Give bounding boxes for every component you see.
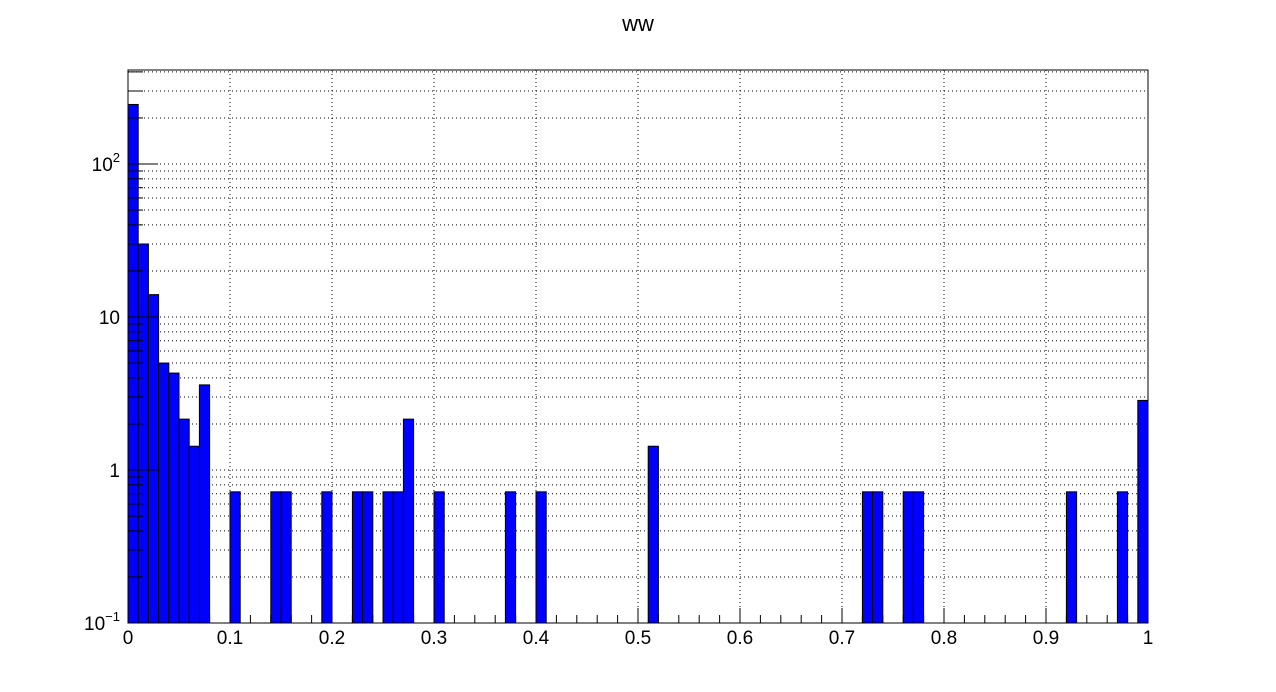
histogram-bar xyxy=(872,491,884,624)
x-tick-label: 0.8 xyxy=(931,628,957,649)
histogram-bars xyxy=(127,103,1149,624)
histogram-bar xyxy=(504,491,517,624)
histogram-bar xyxy=(280,491,292,624)
x-tick-labels: 0 0.1 0.2 0.3 0.4 0.5 0.6 0.7 0.8 0.9 1 xyxy=(123,628,1154,649)
y-tick-label: 1 xyxy=(109,461,120,482)
x-tick-label: 0.9 xyxy=(1033,628,1059,649)
histogram-bar xyxy=(351,491,364,624)
grid-lines xyxy=(128,70,1148,623)
histogram-bar xyxy=(647,445,659,624)
histogram-bar xyxy=(912,491,925,624)
histogram-bar xyxy=(1116,491,1129,624)
histogram-bar xyxy=(382,491,394,624)
histogram-bar xyxy=(229,491,241,624)
histogram-bar xyxy=(198,384,211,624)
histogram-bar xyxy=(137,243,149,624)
histogram-bar xyxy=(1065,491,1078,624)
histogram-bar xyxy=(270,491,282,624)
x-tick-label: 0 xyxy=(123,628,134,649)
x-tick-label: 0.7 xyxy=(829,628,855,649)
histogram-bar xyxy=(362,491,374,624)
x-tick-label: 0.1 xyxy=(217,628,243,649)
histogram-bar xyxy=(147,294,160,624)
histogram-bar xyxy=(535,491,547,624)
y-tick-label: 102 xyxy=(92,150,120,176)
x-tick-label: 1 xyxy=(1143,628,1154,649)
x-tick-label: 0.4 xyxy=(523,628,550,649)
histogram-bar xyxy=(402,418,415,624)
histogram-bar xyxy=(1137,399,1149,624)
x-tick-label: 0.6 xyxy=(727,628,753,649)
histogram-bar xyxy=(127,103,139,624)
y-tick-label: 10 xyxy=(99,308,120,329)
histogram-bar xyxy=(902,491,914,624)
histogram-bar xyxy=(321,491,333,624)
histogram-bar xyxy=(188,445,200,624)
histogram-bar xyxy=(861,491,874,624)
histogram-bar xyxy=(178,418,190,624)
chart-title: ww xyxy=(621,11,654,36)
y-tick-label: 10−1 xyxy=(84,609,120,635)
histogram-bar xyxy=(158,362,170,624)
histogram-bar xyxy=(392,491,404,624)
axes xyxy=(127,69,1149,624)
x-tick-label: 0.3 xyxy=(421,628,447,649)
histogram-bar xyxy=(433,491,445,624)
y-tick-labels: 10−1 1 10 102 xyxy=(84,150,120,635)
histogram-bar xyxy=(168,372,180,624)
x-tick-label: 0.2 xyxy=(319,628,345,649)
x-tick-label: 0.5 xyxy=(625,628,651,649)
